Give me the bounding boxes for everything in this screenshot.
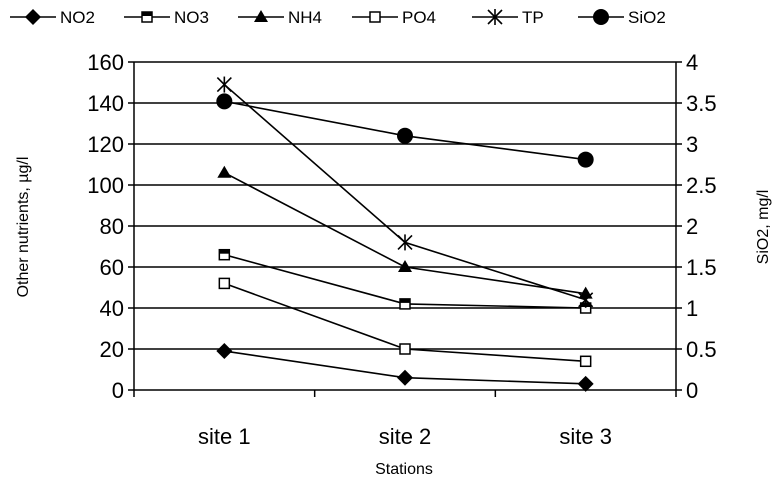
y-tick-right-label: 2.5	[686, 173, 717, 198]
y-tick-left-label: 0	[112, 378, 124, 403]
series-no2	[216, 343, 594, 392]
y-tick-left-label: 140	[87, 91, 124, 116]
series-tp	[216, 76, 594, 308]
data-point	[399, 298, 411, 310]
legend-label: TP	[522, 8, 544, 27]
legend-label: NO3	[174, 8, 209, 27]
y-tick-right-label: 3.5	[686, 91, 717, 116]
legend-marker	[369, 11, 381, 23]
legend-marker	[141, 11, 153, 23]
legend-marker	[487, 9, 503, 25]
data-point	[577, 151, 594, 168]
data-point	[218, 277, 231, 290]
y-tick-left-label: 80	[100, 214, 124, 239]
axes: 0 20 40 60 80 100 120 140 160 0 0.5 1 1.5 2 2.5 3 3.5 4 si…	[87, 50, 716, 449]
data-point	[578, 291, 594, 308]
legend-label: SiO2	[628, 8, 666, 27]
y-tick-right-label: 2	[686, 214, 698, 239]
data-point	[579, 355, 592, 368]
y-tick-left-label: 60	[100, 255, 124, 280]
data-point	[216, 76, 232, 93]
y-tick-left-label: 160	[87, 50, 124, 75]
data-point	[397, 369, 413, 386]
series-line	[223, 171, 586, 295]
x-tick-label: site 1	[198, 424, 251, 449]
y-tick-right-label: 1	[686, 296, 698, 321]
y-tick-left-label: 120	[87, 132, 124, 157]
legend: NO2 NO3 NH4 PO4 TP SiO2	[10, 8, 666, 27]
series-layer	[216, 76, 594, 392]
y-tick-right-label: 1.5	[686, 255, 717, 280]
series-po4	[218, 277, 592, 368]
y-tick-right-label: 0.5	[686, 337, 717, 362]
data-point	[398, 260, 412, 272]
legend-marker	[25, 9, 41, 25]
x-tick-label: site 3	[559, 424, 612, 449]
data-point	[397, 127, 413, 144]
y-tick-left-label: 20	[100, 337, 124, 362]
x-tick-label: site 2	[379, 424, 432, 449]
legend-label: PO4	[402, 8, 436, 27]
data-point	[399, 343, 411, 355]
y-axis-right-title: SiO2, mg/l	[755, 190, 772, 265]
legend-item-nh4: NH4	[238, 8, 322, 27]
data-point	[218, 248, 231, 261]
series-sio2	[216, 93, 594, 168]
data-point	[397, 234, 413, 251]
x-axis-title: Stations	[375, 461, 433, 478]
y-axis-left-title: Other nutrients, µg/l	[15, 157, 32, 298]
y-tick-right-label: 0	[686, 378, 698, 403]
y-tick-left-label: 40	[100, 296, 124, 321]
y-tick-right-label: 4	[686, 50, 698, 75]
y-tick-left-label: 100	[87, 173, 124, 198]
legend-item-sio2: SiO2	[578, 8, 666, 27]
legend-label: NH4	[288, 8, 322, 27]
data-point	[217, 165, 232, 178]
legend-label: NO2	[60, 8, 95, 27]
legend-item-no2: NO2	[10, 8, 95, 27]
legend-item-tp: TP	[472, 8, 544, 27]
data-point	[216, 93, 233, 110]
data-point	[216, 343, 233, 360]
legend-item-po4: PO4	[352, 8, 436, 27]
data-point	[577, 375, 594, 392]
y-tick-right-label: 3	[686, 132, 698, 157]
legend-marker	[254, 10, 268, 22]
series-no3	[218, 248, 592, 314]
legend-marker	[593, 9, 609, 25]
legend-item-no3: NO3	[124, 8, 209, 27]
